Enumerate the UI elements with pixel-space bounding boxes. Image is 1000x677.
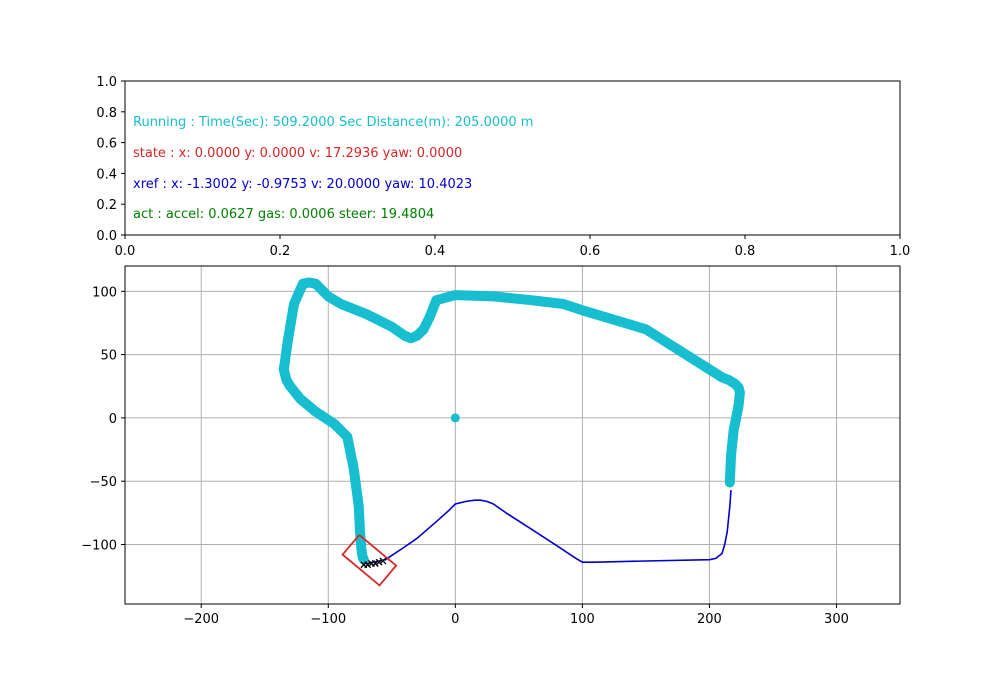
info-line-state: state : x: 0.0000 y: 0.0000 v: 17.2936 y… xyxy=(133,146,462,161)
y-tick-label: 0.8 xyxy=(96,106,117,121)
map-grid xyxy=(125,266,900,604)
map-plot-frame xyxy=(124,265,901,605)
predicted-point-marker xyxy=(371,560,379,567)
info-line-xref: xref : x: -1.3002 y: -0.9753 v: 20.0000 … xyxy=(133,177,472,192)
y-tick-label: −100 xyxy=(81,539,117,554)
y-tick-label: −50 xyxy=(90,475,117,490)
info-line-act: act : accel: 0.0627 gas: 0.0006 steer: 1… xyxy=(133,207,434,222)
driven-track-path xyxy=(278,277,745,565)
x-tick-label: 0.6 xyxy=(580,244,601,259)
x-tick-label: 300 xyxy=(824,612,849,627)
x-tick-label: 1.0 xyxy=(890,244,911,259)
vehicle-box xyxy=(341,534,398,587)
predicted-point-marker xyxy=(379,557,387,565)
info-line-running: Running : Time(Sec): 509.2000 Sec Distan… xyxy=(133,115,533,130)
map-series xyxy=(278,277,745,587)
y-tick-label: 0.0 xyxy=(96,229,117,244)
predicted-point-marker xyxy=(375,558,383,566)
info-panel: 0.0 0.2 0.4 0.6 0.8 1.0 0.0 0.2 0.4 0.6 0.8 1.0 Ru… xyxy=(96,75,910,259)
y-tick-label: 0.6 xyxy=(96,137,117,152)
map-x-axis: −200 −100 0 100 200 300 xyxy=(183,604,849,627)
info-panel-frame xyxy=(124,80,901,236)
origin-point xyxy=(450,413,460,423)
x-tick-label: 200 xyxy=(697,612,722,627)
y-tick-label: 0.4 xyxy=(96,167,117,182)
x-tick-label: −200 xyxy=(183,612,219,627)
map-y-axis: −100 −50 0 50 100 xyxy=(81,285,125,554)
x-tick-label: −100 xyxy=(310,612,346,627)
x-tick-label: 0 xyxy=(451,612,459,627)
y-tick-label: 100 xyxy=(92,285,117,300)
y-tick-label: 0.2 xyxy=(96,198,117,213)
info-x-axis: 0.0 0.2 0.4 0.6 0.8 1.0 xyxy=(115,235,911,259)
map-plot-background xyxy=(125,266,900,604)
y-tick-label: 0 xyxy=(109,412,117,427)
predicted-point-marker xyxy=(364,561,372,569)
x-tick-label: 0.4 xyxy=(425,244,446,259)
x-tick-label: 0.0 xyxy=(115,244,136,259)
x-tick-label: 0.8 xyxy=(735,244,756,259)
map-plot: −200 −100 0 100 200 300 −100 −50 0 50 100 xyxy=(81,265,901,627)
info-y-axis: 0.0 0.2 0.4 0.6 0.8 1.0 xyxy=(96,75,125,244)
x-tick-label: 100 xyxy=(570,612,595,627)
x-tick-label: 0.2 xyxy=(270,244,291,259)
y-tick-label: 1.0 xyxy=(96,75,117,90)
y-tick-label: 50 xyxy=(100,349,117,364)
reference-path xyxy=(366,490,732,565)
